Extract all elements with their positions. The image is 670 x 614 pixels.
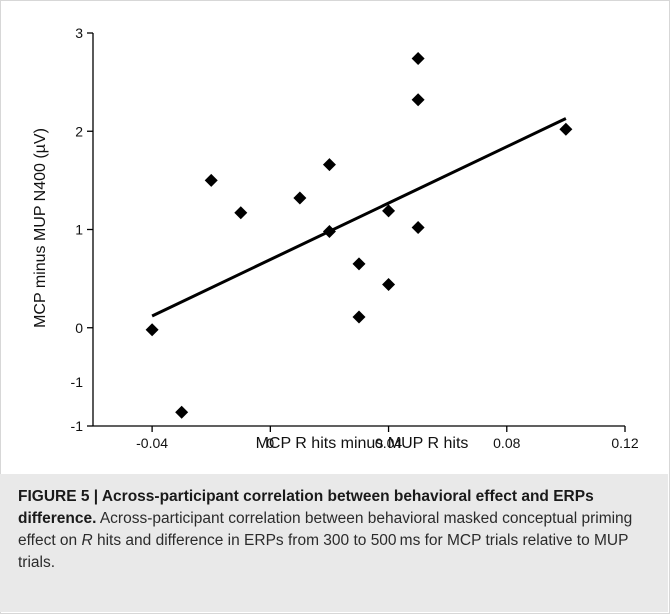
y-tick-label: -1	[71, 374, 84, 390]
data-point	[382, 204, 396, 218]
x-tick-label: 0.12	[611, 435, 638, 451]
y-axis-label: MCP minus MUP N400 (µV)	[32, 128, 49, 328]
y-tick-label: 0	[75, 320, 83, 336]
y-tick-label: 2	[75, 123, 83, 139]
x-axis-label: MCP R hits minus MUP R hits	[256, 435, 469, 452]
data-point	[322, 224, 336, 238]
data-point	[293, 191, 307, 205]
caption-label: FIGURE 5 | Across-participant correlatio…	[18, 488, 594, 527]
x-tick-label: 0.08	[493, 435, 520, 451]
data-point	[559, 122, 573, 136]
data-point	[322, 158, 336, 172]
data-point	[145, 323, 159, 337]
data-point	[411, 93, 425, 107]
caption-text-part1: Across-participant correlation between b…	[18, 510, 633, 549]
scatter-chart: -1 -1 0 1 2 3 -0.04 0 0.04 0.08 0.12 MCP R hits mi…	[32, 25, 639, 452]
data-point	[352, 310, 366, 324]
data-point	[382, 278, 396, 292]
chart-axes	[92, 33, 625, 427]
figure-caption: FIGURE 5 | Across-participant correlatio…	[18, 486, 658, 574]
y-tick-label: 1	[75, 222, 83, 238]
caption-italic: R	[81, 532, 93, 549]
caption-text-part2: hits and difference in ERPs from 300 to …	[18, 532, 629, 571]
x-tick-label: 0	[266, 435, 274, 451]
regression-line	[151, 117, 567, 318]
chart-ticks: -1 -1 0 1 2 3 -0.04 0 0.04 0.08 0.12	[71, 25, 639, 451]
data-point	[175, 405, 189, 419]
data-point	[234, 206, 248, 220]
data-point	[411, 52, 425, 66]
x-tick-label: -0.04	[136, 435, 168, 451]
regression-line-group	[151, 117, 567, 318]
y-tick-label: -1	[71, 418, 84, 434]
data-point	[352, 257, 366, 271]
x-tick-label: 0.04	[375, 435, 402, 451]
data-point	[204, 173, 218, 187]
caption-background	[0, 474, 668, 612]
data-point	[411, 221, 425, 235]
y-tick-label: 3	[75, 25, 83, 41]
data-points	[145, 52, 573, 419]
